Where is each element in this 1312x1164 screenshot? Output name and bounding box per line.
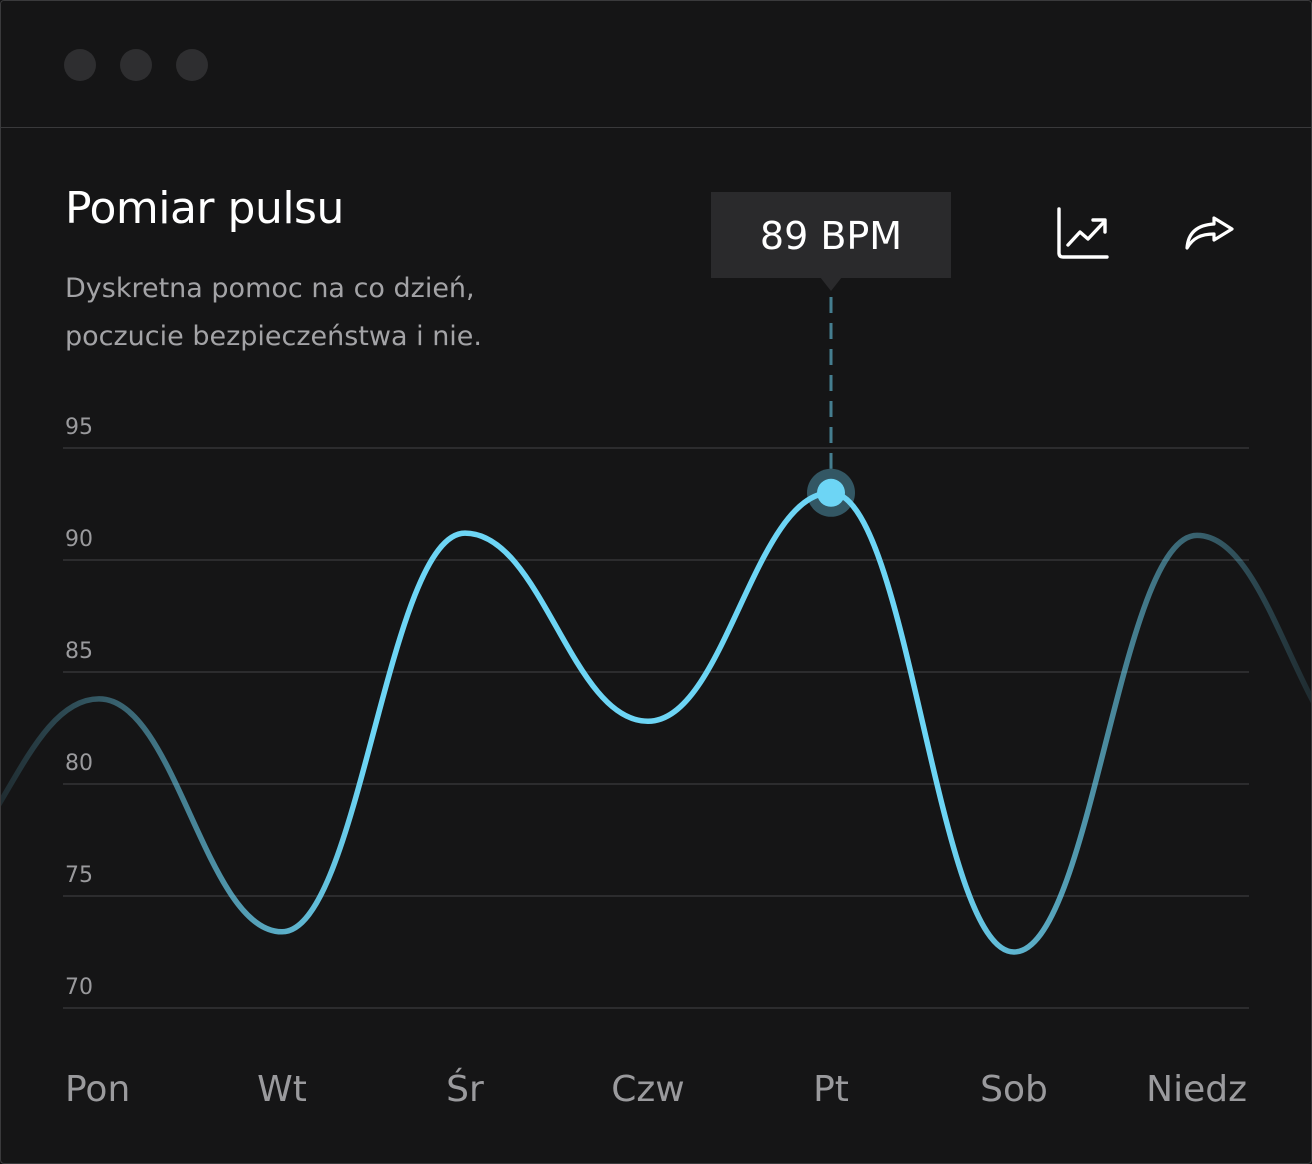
trend-chart-button[interactable] [1049, 201, 1113, 265]
y-tick-label: 95 [65, 415, 93, 440]
data-point-highlight[interactable] [817, 478, 845, 507]
window-titlebar [1, 1, 1311, 128]
page-title: Pomiar pulsu [65, 183, 344, 234]
tooltip-pointer [820, 277, 842, 291]
window-close-button[interactable] [64, 49, 96, 81]
series-layer [1, 490, 1311, 955]
tooltip-label: 89 BPM [760, 214, 902, 258]
window-maximize-button[interactable] [176, 49, 208, 81]
share-button[interactable] [1177, 201, 1241, 265]
trend-chart-icon [1057, 207, 1109, 259]
y-tick-label: 85 [65, 639, 93, 664]
tooltip-box [711, 192, 951, 278]
x-axis-ticks: Pon Wt Śr Czw Pt Sob Niedz [65, 1068, 1247, 1110]
share-arrow-icon [1185, 216, 1234, 250]
tooltip-layer: 89 BPM [711, 192, 951, 517]
subtitle-line-2: poczucie bezpieczeństwa i nie. [65, 321, 482, 352]
subtitle-line-1: Dyskretna pomoc na co dzień, [65, 273, 475, 304]
series-line [1, 490, 1311, 955]
y-tick-label: 75 [65, 863, 93, 888]
x-tick-label: Śr [446, 1068, 484, 1110]
y-axis-ticks: 95 90 85 80 75 70 [65, 415, 93, 1000]
y-tick-label: 80 [65, 751, 93, 776]
x-tick-label: Niedz [1146, 1069, 1247, 1110]
x-tick-label: Pon [65, 1069, 130, 1110]
x-tick-label: Czw [611, 1069, 684, 1110]
x-tick-label: Pt [813, 1069, 849, 1110]
x-tick-label: Sob [980, 1069, 1048, 1110]
x-tick-label: Wt [257, 1069, 307, 1110]
window-minimize-button[interactable] [120, 49, 152, 81]
y-tick-label: 70 [65, 975, 93, 1000]
grid-lines [63, 447, 1249, 1009]
y-tick-label: 90 [65, 527, 93, 552]
page-subtitle: Dyskretna pomoc na co dzień, poczucie be… [65, 265, 565, 361]
